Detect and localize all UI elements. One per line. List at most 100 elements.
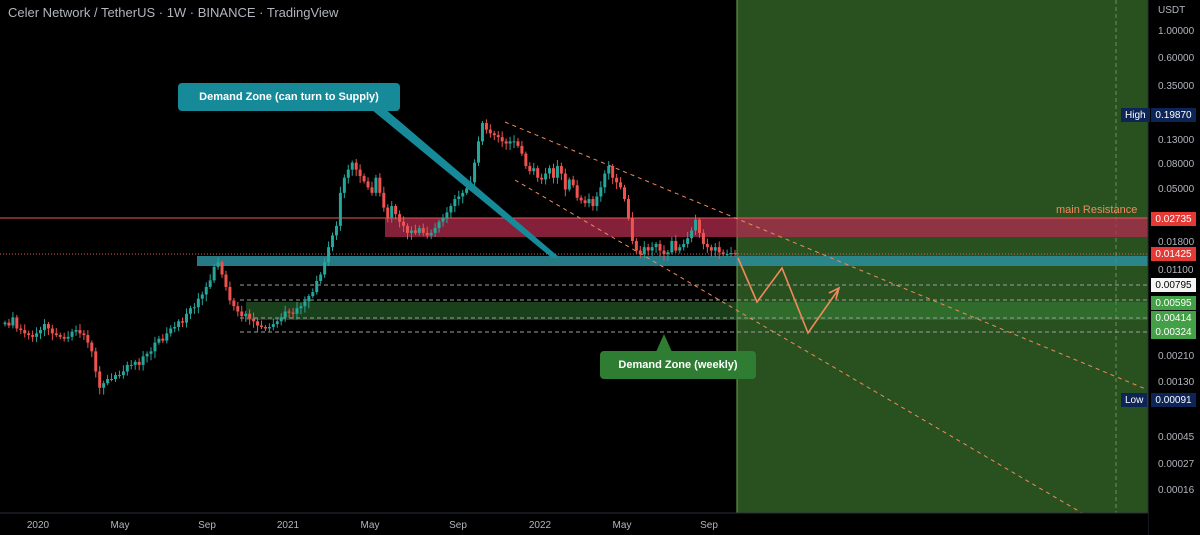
projected-path-arrow [828, 286, 841, 300]
candle-body [220, 262, 224, 275]
candle-body [670, 240, 674, 253]
candle-body [66, 336, 70, 339]
candle-body [35, 333, 39, 337]
candle-body [473, 162, 477, 183]
candle-body [717, 247, 721, 253]
candle-body [7, 322, 11, 326]
candle-body [615, 177, 619, 183]
candle-body [508, 141, 512, 144]
candle-body [390, 206, 394, 218]
candle-body [98, 371, 102, 388]
candle-body [524, 153, 528, 167]
candle-body [256, 321, 260, 326]
candle-body [42, 324, 46, 331]
candle-body [686, 238, 690, 244]
candle-body [409, 230, 413, 233]
candle-body [729, 253, 733, 255]
candle-body [465, 188, 469, 193]
candle-body [366, 181, 370, 188]
candle-body [204, 286, 208, 295]
candle-body [532, 168, 536, 172]
candle-body [267, 326, 271, 329]
candle-body [504, 141, 508, 144]
price-axis-tick: 0.00045 [1158, 432, 1195, 443]
time-axis-tick: Sep [449, 520, 467, 531]
weekly-callout-pointer [656, 334, 672, 352]
candle-body [23, 330, 27, 334]
candle-body [599, 187, 603, 197]
candle-body [571, 179, 575, 186]
candle-body [386, 207, 390, 218]
candle-body [232, 300, 236, 307]
candle-body [437, 221, 441, 229]
candle-body [394, 206, 398, 215]
candle-body [252, 318, 256, 322]
candle-body [457, 196, 461, 200]
candle-body [642, 247, 646, 255]
candle-body [611, 166, 615, 178]
candle-body [188, 308, 192, 314]
candle-body [374, 177, 378, 193]
candle-body [157, 338, 161, 343]
candle-body [654, 243, 658, 248]
candle-body [279, 317, 283, 322]
weekly-demand-callout: Demand Zone (weekly) [600, 351, 756, 379]
candle-body [149, 351, 153, 354]
candle-body [117, 375, 121, 377]
time-axis-tick: 2020 [27, 520, 50, 531]
candle-body [697, 219, 701, 233]
time-axis-tick: May [111, 520, 130, 531]
candle-body [315, 280, 319, 293]
supply-zone-callout: Demand Zone (can turn to Supply) [178, 83, 400, 111]
candles [3, 119, 737, 395]
candle-body [90, 342, 94, 352]
candle-body [548, 168, 552, 174]
candle-body [110, 378, 114, 380]
price-axis-tick: 0.00016 [1158, 485, 1195, 496]
candle-body [619, 182, 623, 188]
candle-body [713, 247, 717, 251]
candle-body [674, 240, 678, 251]
candle-body [173, 326, 177, 329]
price-axis-tick: 0.13000 [1158, 135, 1195, 146]
candle-body [567, 179, 571, 190]
candle-body [185, 313, 189, 323]
candle-body [595, 196, 599, 207]
candle-body [78, 330, 82, 334]
candle-body [634, 240, 638, 251]
candle-body [429, 232, 433, 236]
candle-body [259, 325, 263, 327]
candle-body [701, 232, 705, 244]
candle-body [445, 212, 449, 218]
candle-body [323, 262, 327, 275]
candle-body [212, 266, 216, 281]
candle-body [382, 192, 386, 208]
candle-body [54, 333, 58, 336]
candle-body [50, 328, 54, 334]
candle-body [425, 232, 429, 236]
candle-body [137, 361, 141, 365]
candle-body [106, 378, 110, 384]
candle-body [453, 199, 457, 207]
candle-body [133, 361, 137, 365]
candle-body [441, 217, 445, 222]
high-label-tag: High [1121, 108, 1150, 122]
candle-body [299, 306, 303, 309]
candle-body [583, 200, 587, 204]
projected-path [737, 257, 839, 335]
candle-body [275, 321, 279, 325]
price-axis-tick: 0.01800 [1158, 237, 1195, 248]
price-axis-tick: 0.08000 [1158, 159, 1195, 170]
candle-body [58, 335, 62, 337]
candle-body [544, 173, 548, 180]
candle-body [575, 185, 579, 198]
candle-body [216, 262, 220, 267]
low-price-tag: 0.00091 [1151, 393, 1196, 407]
candle-body [461, 192, 465, 197]
candle-body [417, 228, 421, 233]
candle-body [74, 330, 78, 332]
candle-body [733, 253, 737, 255]
candle-body [500, 137, 504, 142]
candle-body [334, 225, 338, 236]
